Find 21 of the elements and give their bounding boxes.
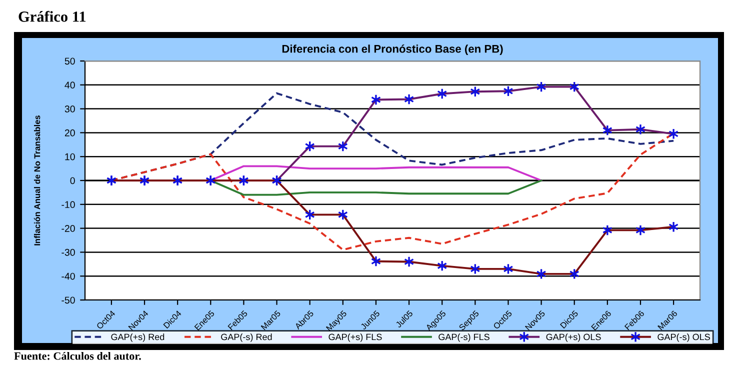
legend-label: GAP(-s) Red [221,334,272,342]
y-tick-label: 40 [64,82,75,89]
legend-label: GAP(-s) FLS [438,334,490,342]
y-tick-label: 30 [64,106,75,112]
legend-label: GAP(+s) Red [111,334,164,342]
chart-title: Diferencia con el Pronóstico Base (en PB) [282,44,503,55]
y-axis-title: Inflación Anual de No Transables [34,115,40,246]
legend-label: GAP(+s) FLS [328,334,382,342]
y-tick-label: 20 [64,129,75,136]
y-tick-label: 0 [70,177,75,184]
legend-label: GAP(+s) OLS [546,334,601,342]
y-tick-label: -50 [62,296,75,304]
y-tick-label: -20 [62,225,75,232]
text: Gráfico 11 [18,10,86,22]
y-tick-label: -10 [62,201,75,208]
legend-label: GAP(-s) OLS [658,334,710,342]
y-tick-label: 10 [65,153,75,160]
y-tick-label: 50 [64,58,75,65]
y-tick-label: -40 [62,272,75,280]
source-note: Fuente: Cálculos del autor. [14,352,141,360]
y-tick-label: -30 [62,248,75,256]
